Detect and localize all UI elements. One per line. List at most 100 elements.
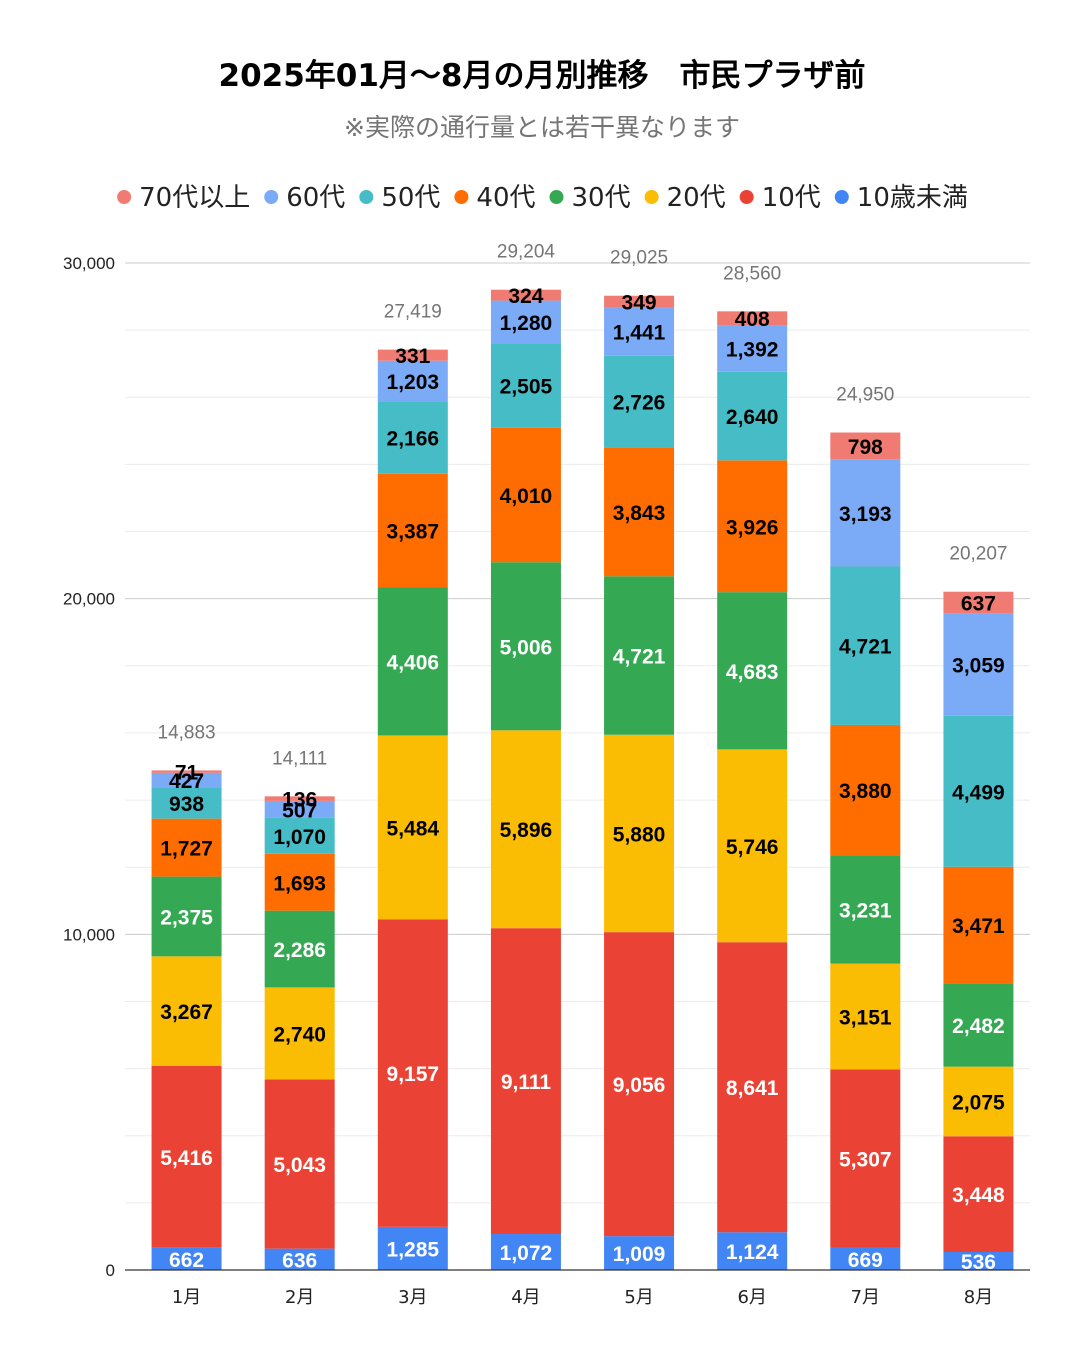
legend-item: 20代 <box>644 183 726 213</box>
x-tick-label: 5月 <box>624 1287 653 1308</box>
legend: 70代以上 60代 50代 40代 30代 20代 10代 10歳未満 <box>117 183 968 213</box>
segment-value-label: 3,193 <box>839 503 892 526</box>
bar-segment <box>830 963 901 1070</box>
bar-segment <box>490 427 561 563</box>
segment-value-label: 5,880 <box>613 823 666 846</box>
bar-segment <box>490 300 561 344</box>
legend-label: 70代以上 <box>139 183 250 213</box>
legend-label: 30代 <box>572 183 631 213</box>
bar-segment <box>151 770 222 773</box>
segment-value-label: 3,880 <box>839 780 892 803</box>
y-axis: 0 10,000 20,000 30,000 <box>63 254 115 1280</box>
segment-value-label: 1,285 <box>387 1238 440 1261</box>
segment-value-label: 2,286 <box>273 939 326 962</box>
bar-segment <box>264 817 335 854</box>
bar-segment <box>264 800 335 818</box>
segment-value-label: 1,392 <box>726 338 779 361</box>
bar-segment <box>377 360 448 402</box>
segment-value-label: 1,441 <box>613 322 666 345</box>
legend-swatch <box>264 190 279 204</box>
legend-item: 40代 <box>454 183 536 213</box>
chart-subtitle: ※実際の通行量とは若干異なります <box>344 113 740 142</box>
x-tick-label: 2月 <box>285 1287 314 1308</box>
segment-value-label: 5,006 <box>500 636 553 659</box>
segment-value-label: 324 <box>508 285 543 308</box>
y-tick-label: 20,000 <box>63 590 115 609</box>
segment-value-label: 1,280 <box>500 312 553 335</box>
bar-segment <box>830 855 901 964</box>
legend-label: 20代 <box>667 183 726 213</box>
bar-segment <box>717 592 788 750</box>
x-tick-label: 3月 <box>398 1287 427 1308</box>
segment-value-label: 798 <box>848 436 883 459</box>
bar-segment <box>604 355 675 448</box>
y-tick-label: 0 <box>106 1261 115 1280</box>
x-axis: 1月 2月 3月 4月 5月 6月 7月 8月 <box>125 1269 1030 1308</box>
bar-segment <box>264 1079 335 1249</box>
legend-item: 10歳未満 <box>834 183 968 213</box>
segment-value-label: 349 <box>622 292 657 315</box>
bar-segment <box>717 1232 788 1270</box>
legend-item: 10代 <box>739 183 821 213</box>
segment-value-label: 2,482 <box>952 1015 1005 1038</box>
bar-segment <box>490 343 561 428</box>
total-value-label: 28,560 <box>723 263 781 284</box>
segment-value-label: 1,070 <box>273 826 326 849</box>
legend-label: 60代 <box>286 183 345 213</box>
segment-value-label: 2,740 <box>273 1023 326 1046</box>
legend-item: 60代 <box>264 183 345 213</box>
segment-value-label: 662 <box>169 1249 204 1272</box>
segment-value-label: 2,640 <box>726 406 779 429</box>
segment-value-label: 3,843 <box>613 502 666 525</box>
segment-value-label: 9,056 <box>613 1074 666 1097</box>
x-tick-label: 8月 <box>964 1287 993 1308</box>
bar-segment <box>943 591 1014 614</box>
segment-value-label: 507 <box>282 799 317 822</box>
bar-segment <box>151 787 222 819</box>
bar-segment <box>604 307 675 356</box>
bar-segment <box>490 289 561 301</box>
bar-segment <box>717 942 788 1233</box>
legend-label: 40代 <box>476 183 535 213</box>
bar-segment <box>604 447 675 577</box>
total-value-label: 29,204 <box>497 242 556 263</box>
segment-value-label: 3,151 <box>839 1007 892 1030</box>
segment-value-label: 636 <box>282 1249 317 1272</box>
bar-segment <box>264 987 335 1080</box>
segment-value-label: 4,499 <box>952 781 1005 804</box>
legend-swatch <box>644 190 659 204</box>
segment-value-label: 3,471 <box>952 915 1005 938</box>
segment-value-label: 4,683 <box>726 661 779 684</box>
segment-value-label: 536 <box>961 1251 996 1274</box>
bar-segment <box>264 910 335 988</box>
bar-segment <box>943 1066 1014 1137</box>
x-tick-label: 7月 <box>851 1287 880 1308</box>
segment-value-label: 2,505 <box>500 376 553 399</box>
segment-value-label: 9,111 <box>501 1071 552 1094</box>
total-value-label: 29,025 <box>610 248 668 269</box>
legend-item: 50代 <box>359 183 440 213</box>
segment-value-label: 669 <box>848 1249 883 1272</box>
segment-value-label: 4,721 <box>839 636 892 659</box>
segment-value-label: 4,721 <box>613 646 666 669</box>
bar-segment <box>943 983 1014 1067</box>
total-value-label: 24,950 <box>836 385 894 406</box>
segment-value-label: 5,307 <box>839 1148 892 1171</box>
bar-segment <box>943 613 1014 716</box>
legend-swatch <box>117 190 132 204</box>
segment-value-label: 938 <box>169 793 204 816</box>
total-value-label: 14,111 <box>272 748 327 769</box>
bar-segment <box>830 1247 901 1270</box>
bar-segment <box>604 734 675 933</box>
bar-segment <box>151 818 222 877</box>
bar-segment <box>717 311 788 326</box>
bar-stack: 1,072 9,111 5,896 5,006 4,010 2,505 1,280 324 29… <box>490 242 561 1270</box>
segment-value-label: 3,267 <box>160 1001 213 1024</box>
total-value-label: 27,419 <box>384 302 442 323</box>
bar-stack: 1,285 9,157 5,484 4,406 3,387 2,166 1,203 331 27… <box>377 302 448 1270</box>
segment-value-label: 1,072 <box>500 1242 553 1265</box>
bar-segment <box>943 866 1014 984</box>
chart-title: 2025年01月～8月の月別推移 市民プラザ前 <box>219 58 866 94</box>
bar-segment <box>377 1226 448 1270</box>
